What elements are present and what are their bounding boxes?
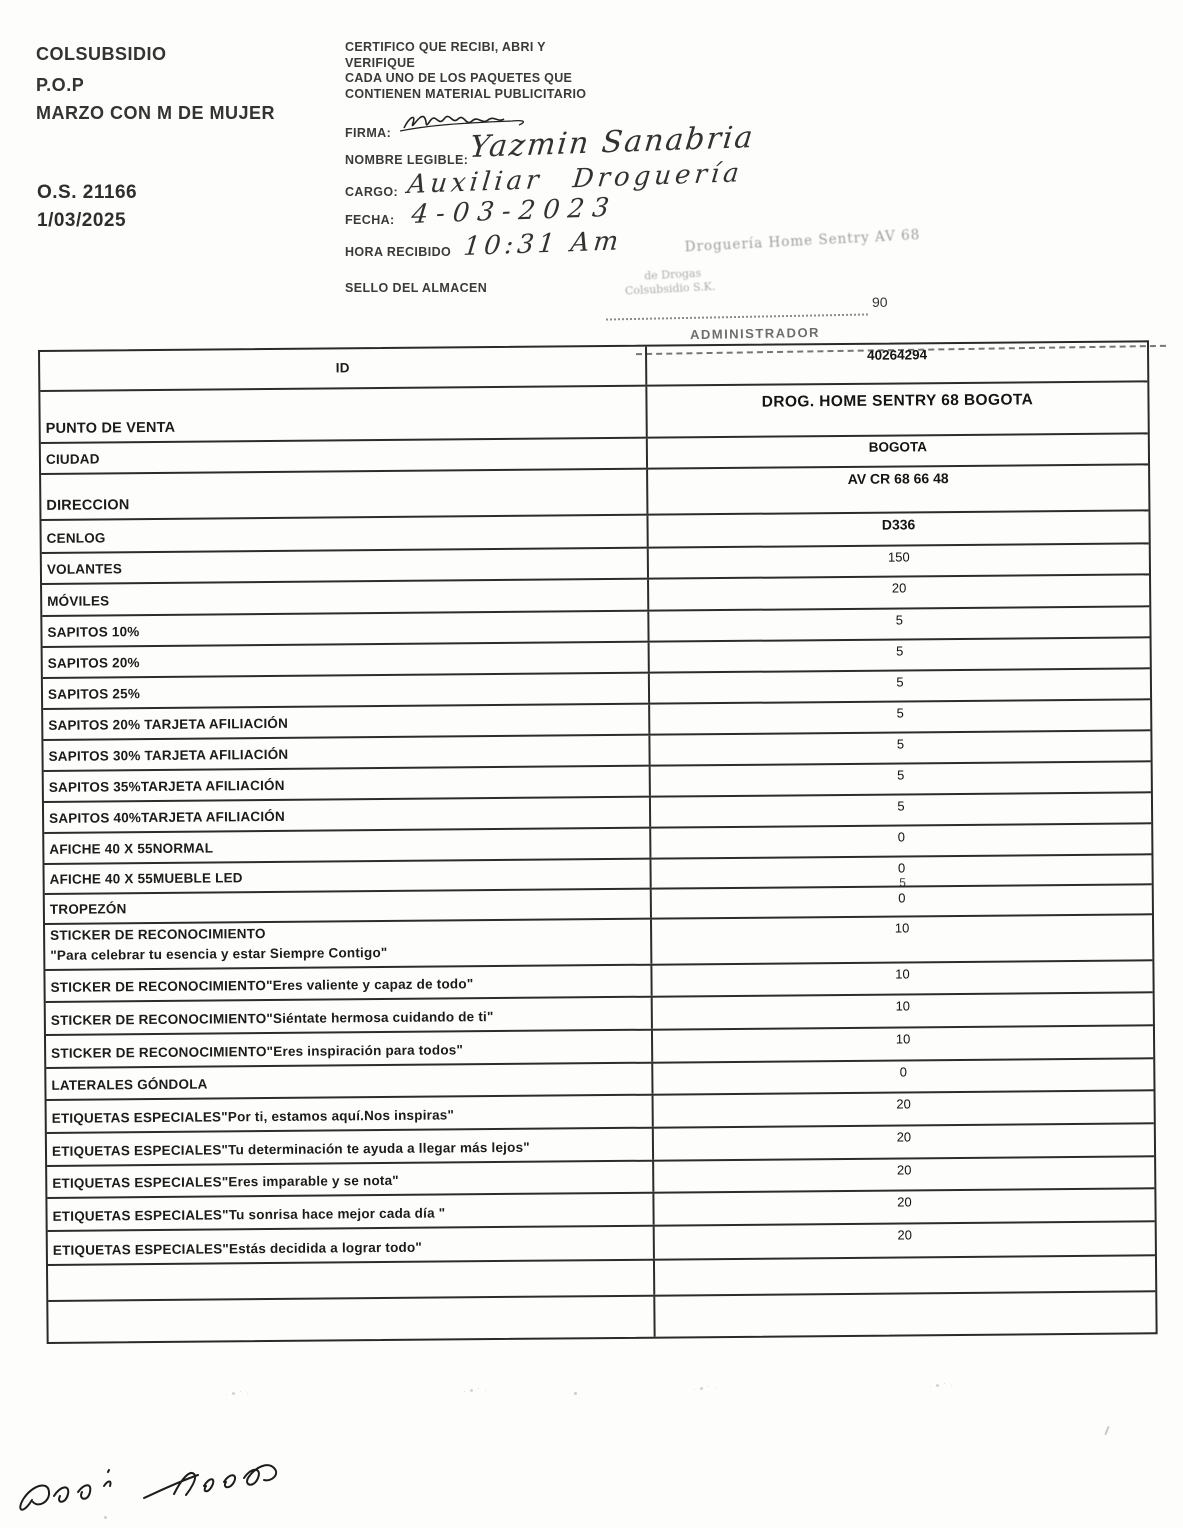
cargo-label: CARGO: [345, 185, 399, 199]
row-value: 20 [896, 1096, 911, 1112]
row-label: TROPEZÓN [44, 889, 652, 923]
row-value: 5 [897, 767, 905, 783]
row-label [48, 1296, 656, 1342]
order-number: O.S. 21166 [37, 182, 138, 203]
row-label: CIUDAD [40, 438, 649, 473]
table-row: PUNTO DE VENTA DROG. HOME SENTRY 68 BOGO… [40, 382, 1148, 444]
row-label [47, 1260, 656, 1300]
row-value: 0 [897, 829, 905, 845]
table-body: ID 40264294 PUNTO DE VENTA DROG. HOME SE… [40, 342, 1156, 1342]
row-value: 5 [896, 736, 905, 752]
hora-label: HORA RECIBIDO [345, 245, 452, 259]
scan-speck [232, 1392, 235, 1395]
scan-speck [1104, 1426, 1110, 1435]
row-value: DROG. HOME SENTRY 68 BOGOTA [761, 391, 1034, 411]
row-value: 20 [891, 580, 907, 596]
campaign-type: P.O.P [36, 75, 85, 95]
row-label: SAPITOS 25% [42, 673, 651, 708]
row-value: 5 [896, 674, 904, 690]
row-value: 20 [896, 1162, 912, 1178]
admin-number: 90 [872, 294, 888, 310]
scan-artifact: 5 [899, 875, 906, 890]
row-label: ID [40, 346, 648, 390]
row-label: ETIQUETAS ESPECIALES"Tu sonrisa hace mej… [47, 1193, 655, 1230]
scan-speck [574, 1392, 577, 1395]
row-label: ETIQUETAS ESPECIALES"Estás decidida a lo… [47, 1226, 655, 1264]
certification-text: CERTIFICO QUE RECIBI, ABRI Y VERIFIQUE C… [345, 40, 587, 101]
row-value [655, 1256, 1155, 1294]
order-date: 1/03/2025 [37, 210, 127, 231]
row-label: LATERALES GÓNDOLA [46, 1063, 654, 1099]
row-value: 5 [897, 798, 905, 814]
row-value: 5 [895, 612, 904, 628]
row-label: CENLOG [41, 515, 649, 552]
fecha-handwriting: 4-03-2023 [410, 192, 619, 230]
row-label: STICKER DE RECONOCIMIENTO "Para celebrar… [45, 919, 653, 969]
scan-speck [104, 1516, 107, 1519]
row-label: ETIQUETAS ESPECIALES"Por ti, estamos aqu… [46, 1095, 654, 1132]
table-row [48, 1292, 1155, 1342]
row-value: 10 [895, 966, 910, 982]
row-label: DIRECCION [41, 469, 649, 519]
stamp-line-3: Colsubsidio S.K. [624, 279, 716, 298]
row-value: 5 [896, 705, 904, 721]
row-value: 20 [897, 1227, 913, 1243]
row-label: SAPITOS 35%TARJETA AFILIACIÓN [43, 766, 651, 801]
row-label: PUNTO DE VENTA [40, 386, 648, 442]
nombre-label: NOMBRE LEGIBLE: [345, 153, 469, 167]
row-label: MÓVILES [42, 579, 650, 615]
row-value: 150 [887, 549, 910, 565]
scan-speck [470, 1389, 473, 1392]
row-label: STICKER DE RECONOCIMIENTO"Eres inspiraci… [45, 1030, 654, 1067]
row-label: ETIQUETAS ESPECIALES"Tu determinación te… [46, 1128, 655, 1165]
hora-handwriting: 10:31 Am [462, 226, 624, 262]
sello-label: SELLO DEL ALMACEN [345, 281, 488, 295]
scan-speck [700, 1387, 703, 1390]
brand-title: COLSUBSIDIO [36, 44, 167, 64]
row-label: ETIQUETAS ESPECIALES"Eres imparable y se… [47, 1161, 655, 1197]
row-value: 10 [895, 1031, 911, 1047]
signature-scribble [399, 115, 525, 132]
row-label: SAPITOS 20% TARJETA AFILIACIÓN [43, 704, 651, 739]
row-value: 10 [894, 920, 910, 936]
row-label: VOLANTES [41, 548, 650, 583]
firma-label: FIRMA: [345, 126, 392, 140]
delivery-table: ID 40264294 PUNTO DE VENTA DROG. HOME SE… [38, 340, 1158, 1344]
dotted-line [606, 313, 868, 321]
warehouse-stamp: Droguería Home Sentry AV 68 de Drogas Co… [622, 221, 952, 298]
row-value: 0 [899, 1064, 908, 1080]
scan-speck [936, 1384, 939, 1387]
row-value: 40264294 [866, 347, 928, 363]
row-value [655, 1292, 1155, 1336]
row-label: STICKER DE RECONOCIMIENTO"Eres valiente … [45, 965, 653, 1001]
stamp-line-1: Droguería Home Sentry AV 68 [684, 227, 921, 256]
row-value: BOGOTA [868, 439, 928, 455]
administrator-label: ADMINISTRADOR [689, 324, 821, 343]
fecha-label: FECHA: [345, 213, 395, 227]
row-value: AV CR 68 66 48 [847, 470, 949, 487]
row-value: 20 [896, 1129, 912, 1145]
row-label: SAPITOS 30% TARJETA AFILIACIÓN [43, 735, 651, 770]
row-label: AFICHE 40 X 55MUEBLE LED [44, 859, 652, 893]
row-value: D336 [881, 516, 916, 533]
row-value: 5 [895, 643, 904, 659]
campaign-name: MARZO CON M DE MUJER [36, 103, 275, 123]
row-label: AFICHE 40 X 55NORMAL [44, 828, 652, 863]
row-label: SAPITOS 10% [42, 611, 650, 646]
bottom-handwriting-scribble [19, 1464, 278, 1511]
row-label: STICKER DE RECONOCIMIENTO"Siéntate hermo… [45, 997, 653, 1034]
row-label: SAPITOS 40%TARJETA AFILIACIÓN [43, 797, 652, 832]
row-label: SAPITOS 20% [42, 642, 650, 677]
row-value: 20 [897, 1194, 912, 1210]
row-value: 10 [895, 998, 911, 1014]
